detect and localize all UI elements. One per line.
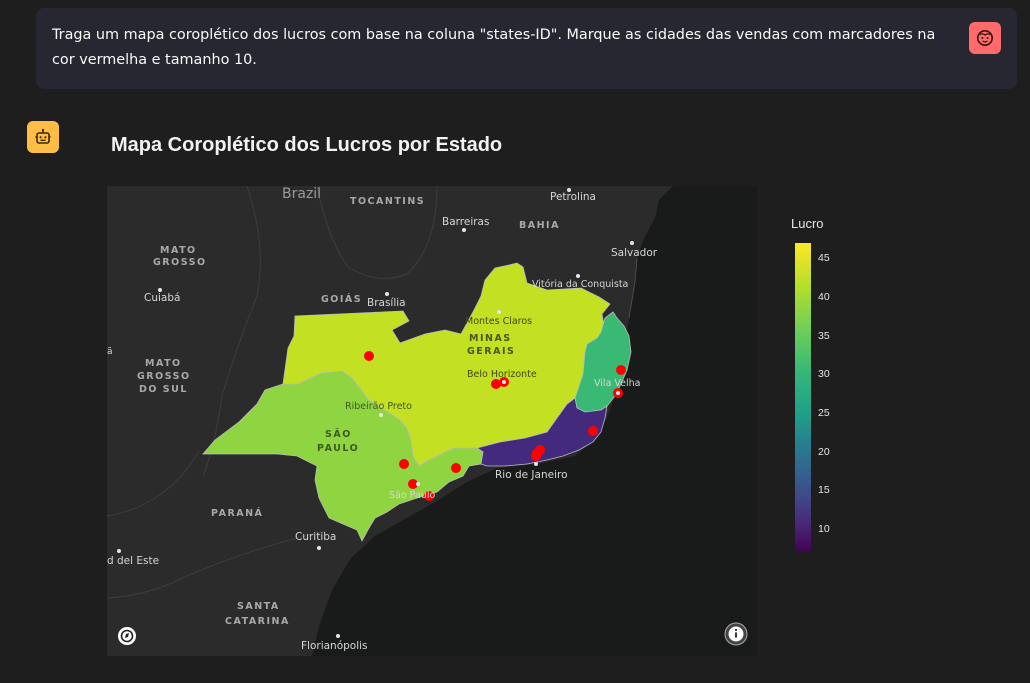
label-ribeirao-preto: Ribeirão Preto <box>345 401 412 412</box>
label-tocantins: TOCANTINS <box>350 196 425 207</box>
sale-marker[interactable] <box>616 365 626 375</box>
sale-marker[interactable] <box>588 426 598 436</box>
user-face-icon <box>977 30 993 46</box>
label-bahia: BAHIA <box>519 220 560 231</box>
label-sp-1: SÃO <box>325 429 352 440</box>
label-sc-2: CATARINA <box>225 616 290 627</box>
label-mato-grosso-2: GROSSO <box>153 257 207 268</box>
label-ms-2: GROSSO <box>137 371 191 382</box>
assistant-avatar <box>27 121 59 153</box>
sale-marker[interactable] <box>451 463 461 473</box>
label-ms-1: MATO <box>145 358 182 369</box>
city-dots <box>117 188 634 638</box>
user-message-text: Traga um mapa coroplético dos lucros com… <box>52 27 936 68</box>
colorbar-tick: 25 <box>818 406 830 419</box>
mapbox-logo-icon[interactable] <box>118 627 136 645</box>
coast-line <box>628 257 638 319</box>
label-minas-2: GERAIS <box>467 346 515 357</box>
user-avatar <box>969 22 1001 54</box>
label-edge-char: ã <box>107 347 113 357</box>
label-salvador: Salvador <box>611 247 658 259</box>
sale-marker[interactable] <box>491 379 501 389</box>
label-montes-claros: Montes Claros <box>465 316 532 327</box>
sale-marker[interactable] <box>364 351 374 361</box>
sale-marker[interactable] <box>408 479 418 489</box>
label-sao-paulo: São Paulo <box>389 490 435 501</box>
label-brasilia: Brasília <box>367 297 406 309</box>
colorbar-title: Lucro <box>791 216 824 231</box>
label-rio-de-janeiro: Rio de Janeiro <box>495 469 568 481</box>
map-canvas[interactable]: Brazil TOCANTINS Petrolina Barreiras BAH… <box>107 186 757 656</box>
state-borders <box>107 186 438 599</box>
colorbar-tick: 30 <box>818 368 830 381</box>
label-brazil: Brazil <box>282 186 321 202</box>
colorbar-tick: 10 <box>818 522 830 535</box>
label-goias: GOIÁS <box>321 293 362 305</box>
choropleth-map[interactable]: Brazil TOCANTINS Petrolina Barreiras BAH… <box>107 186 757 656</box>
sale-marker[interactable] <box>424 491 434 501</box>
colorbar-tick: 20 <box>818 445 830 458</box>
label-del-este: d del Este <box>107 555 159 567</box>
label-curitiba: Curitiba <box>295 531 336 543</box>
label-petrolina: Petrolina <box>550 191 596 203</box>
label-parana: PARANÁ <box>211 507 263 519</box>
sale-marker[interactable] <box>399 459 409 469</box>
colorbar <box>795 243 811 552</box>
label-cuiaba: Cuiabá <box>144 292 180 304</box>
robot-icon <box>35 128 51 144</box>
region-sp <box>202 370 484 542</box>
colorbar-tick: 40 <box>818 291 830 304</box>
label-vila-velha: Vila Velha <box>594 378 641 389</box>
label-florianopolis: Florianópolis <box>301 640 368 652</box>
ocean <box>312 186 757 656</box>
user-message-bubble: Traga um mapa coroplético dos lucros com… <box>36 8 1017 89</box>
sale-marker[interactable] <box>531 451 541 461</box>
chart-title: Mapa Coroplético dos Lucros por Estado <box>111 134 503 156</box>
label-sc-1: SANTA <box>237 601 280 612</box>
info-icon[interactable] <box>724 622 748 646</box>
label-barreiras: Barreiras <box>442 216 489 228</box>
region-rj <box>476 397 608 467</box>
label-mato-grosso-1: MATO <box>160 245 197 256</box>
label-vitoria-conquista: Vitória da Conquista <box>532 279 628 290</box>
colorbar-tick: 45 <box>818 252 830 265</box>
colorbar-tick: 15 <box>818 484 830 497</box>
label-belo-horizonte: Belo Horizonte <box>467 369 537 380</box>
colorbar-tick: 35 <box>818 329 830 342</box>
label-minas-1: MINAS <box>469 333 512 344</box>
label-sp-2: PAULO <box>317 443 359 454</box>
label-ms-3: DO SUL <box>139 384 188 395</box>
